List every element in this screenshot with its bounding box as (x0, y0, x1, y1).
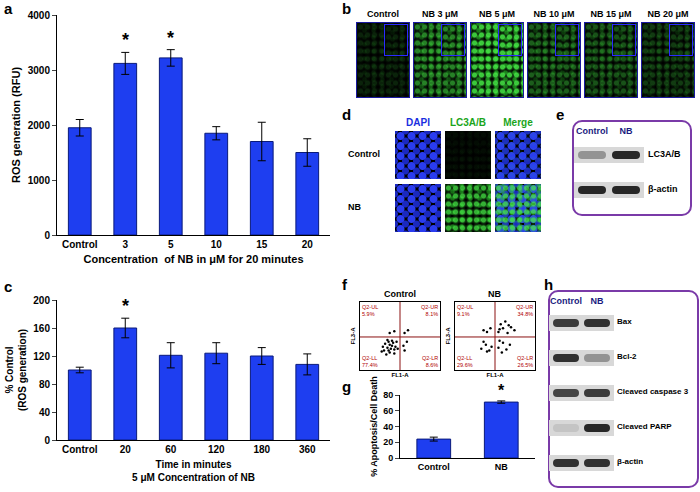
svg-text:Control: Control (418, 462, 450, 472)
svg-text:*: * (498, 382, 505, 399)
svg-text:2000: 2000 (28, 120, 51, 131)
html-text:Merge: Merge (503, 117, 533, 128)
svg-text:FL3-A: FL3-A (445, 327, 451, 345)
html-text:Bcl-2: Bcl-2 (617, 352, 637, 361)
html-text:NB: NB (590, 296, 604, 306)
svg-text:Q2-UR34.8%: Q2-UR34.8% (516, 304, 533, 317)
svg-text:360: 360 (299, 444, 316, 455)
svg-text:Control: Control (62, 444, 98, 455)
html-text:Control: Control (348, 149, 380, 159)
svg-text:ROS generation (RFU): ROS generation (RFU) (10, 67, 22, 183)
svg-text:20: 20 (383, 437, 393, 447)
svg-text:Q2-LL29.6%: Q2-LL29.6% (457, 355, 473, 368)
svg-text:0: 0 (44, 435, 50, 446)
html-text:f: f (342, 276, 347, 293)
html-text:h: h (544, 276, 554, 293)
svg-text:Control: Control (384, 289, 416, 299)
svg-text:0: 0 (388, 453, 393, 463)
html-text:β-actin: β-actin (617, 457, 644, 466)
html-text:Cleaved caspase 3: Cleaved caspase 3 (617, 387, 689, 396)
svg-text:80: 80 (39, 379, 51, 390)
html-text:NB: NB (348, 202, 361, 212)
svg-text:% Control(ROS generation): % Control(ROS generation) (4, 329, 28, 411)
html-text:e: e (556, 106, 565, 123)
svg-text:NB: NB (488, 289, 501, 299)
html-text:β-actin: β-actin (648, 184, 678, 194)
svg-text:NB: NB (495, 462, 508, 472)
svg-text:5: 5 (168, 239, 174, 250)
svg-text:80: 80 (383, 390, 393, 400)
svg-text:FL1-A: FL1-A (487, 372, 505, 378)
svg-text:Q2-UR8.1%: Q2-UR8.1% (421, 304, 438, 317)
html-text:c: c (4, 278, 13, 295)
svg-text:60: 60 (383, 406, 393, 416)
svg-text:40: 40 (383, 422, 393, 432)
svg-text:180: 180 (253, 444, 270, 455)
svg-text:Q2-UL5.9%: Q2-UL5.9% (362, 304, 378, 317)
svg-text:FL1-A: FL1-A (392, 372, 410, 378)
svg-text:4000: 4000 (28, 10, 51, 21)
html-text:LC3A/B: LC3A/B (449, 117, 487, 128)
svg-text:FL3-A: FL3-A (350, 327, 356, 345)
svg-text:*: * (122, 296, 129, 316)
svg-text:120: 120 (33, 351, 50, 362)
svg-text:200: 200 (33, 295, 50, 306)
html-text:Bax: Bax (617, 317, 632, 326)
html-text:Control: Control (367, 9, 399, 19)
svg-text:Q2-LR8.6%: Q2-LR8.6% (422, 355, 438, 368)
svg-text:20: 20 (302, 239, 314, 250)
svg-text:15: 15 (256, 239, 268, 250)
html-text:b: b (342, 0, 352, 17)
svg-text:% Apoptosis/Cell Death: % Apoptosis/Cell Death (369, 376, 379, 477)
svg-text:Control: Control (62, 239, 98, 250)
svg-text:160: 160 (33, 323, 50, 334)
html-text:NB 15 μM: NB 15 μM (590, 9, 632, 19)
html-text:NB 5 μM: NB 5 μM (479, 9, 515, 19)
svg-text:120: 120 (208, 444, 225, 455)
svg-text:0: 0 (44, 230, 50, 241)
html-text:Control: Control (550, 296, 582, 306)
svg-text:3000: 3000 (28, 65, 51, 76)
html-text:NB 10 μM: NB 10 μM (533, 9, 575, 19)
svg-text:10: 10 (211, 239, 223, 250)
svg-text:40: 40 (39, 407, 51, 418)
html-text:LC3A/B: LC3A/B (648, 149, 681, 159)
svg-text:3: 3 (122, 239, 128, 250)
html-text:NB: NB (619, 126, 633, 136)
html-text:d: d (342, 106, 352, 123)
html-text:a: a (4, 0, 13, 17)
html-text:NB 20 μM: NB 20 μM (647, 9, 689, 19)
svg-text:*: * (122, 30, 129, 50)
svg-text:20: 20 (120, 444, 132, 455)
svg-text:60: 60 (165, 444, 177, 455)
svg-text:Q2-LR26.5%: Q2-LR26.5% (517, 355, 533, 368)
svg-text:Q2-UL9.1%: Q2-UL9.1% (457, 304, 473, 317)
svg-text:Q2-LL77.4%: Q2-LL77.4% (362, 355, 378, 368)
html-text:DAPI: DAPI (406, 117, 430, 128)
html-text:g: g (342, 378, 352, 395)
html-text:NB 3 μM: NB 3 μM (422, 9, 458, 19)
html-text:Control: Control (576, 126, 608, 136)
svg-text:1000: 1000 (28, 175, 51, 186)
svg-text:Concentration of NB in μM for: Concentration of NB in μM for 20 minutes (83, 253, 303, 265)
svg-text:*: * (167, 28, 174, 48)
svg-text:Time in minutes5 μM Concentrat: Time in minutes5 μM Concentration of NB (132, 459, 255, 483)
html-text:Cleaved PARP: Cleaved PARP (617, 422, 672, 431)
